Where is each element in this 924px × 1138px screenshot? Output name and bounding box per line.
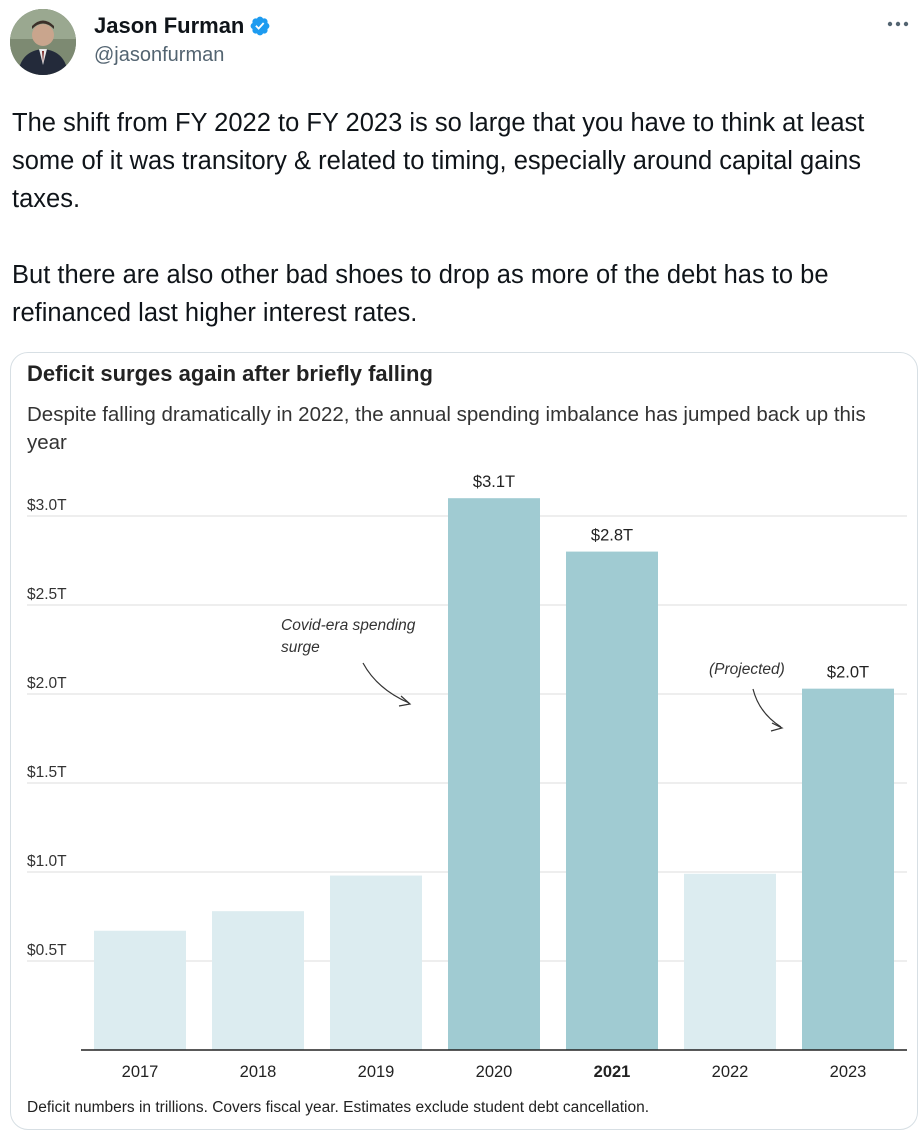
data-label: $2.8T	[591, 527, 633, 545]
y-tick-label: $2.5T	[27, 586, 67, 603]
bar-2017	[94, 930, 186, 1050]
chart-title: Deficit surges again after briefly falli…	[27, 361, 433, 386]
x-tick-label: 2023	[830, 1063, 867, 1081]
annotation-text: surge	[281, 639, 320, 656]
author-name[interactable]: Jason Furman	[94, 13, 245, 38]
bar-2021	[566, 551, 658, 1050]
annotation-arrowhead	[770, 722, 784, 732]
y-tick-label: $0.5T	[27, 942, 67, 959]
chart-note: Deficit numbers in trillions. Covers fis…	[27, 1099, 650, 1116]
annotation-text: Covid-era spending	[281, 617, 416, 634]
x-tick-label: 2019	[358, 1063, 395, 1081]
avatar[interactable]	[10, 9, 76, 75]
bar-2019	[330, 875, 422, 1050]
annotation-arrow	[752, 688, 782, 728]
annotation-arrow	[362, 662, 410, 704]
tweet-paragraph: But there are also other bad shoes to dr…	[12, 261, 829, 327]
name-row: Jason Furman	[94, 12, 271, 40]
author-block: Jason Furman @jasonfurman	[94, 12, 271, 67]
bar-2020	[448, 498, 540, 1050]
y-tick-label: $1.0T	[27, 853, 67, 870]
more-options-icon[interactable]	[882, 8, 914, 40]
tweet-text: The shift from FY 2022 to FY 2023 is so …	[12, 104, 912, 332]
y-tick-label: $1.5T	[27, 764, 67, 781]
data-label: $3.1T	[473, 473, 515, 491]
x-tick-label: 2017	[122, 1063, 159, 1081]
bar-chart: $0.5T $1.0T $1.5T $2.0T $2.5T $3.0T 2017 2018 20…	[27, 473, 907, 1081]
chart-subtitle: Despite falling dramatically in 2022, th…	[27, 403, 866, 454]
y-tick-label: $3.0T	[27, 497, 67, 514]
data-label: $2.0T	[827, 664, 869, 682]
annotation-text: (Projected)	[709, 661, 785, 678]
annotation-arrowhead	[398, 695, 412, 707]
media-card[interactable]: Deficit surges again after briefly falli…	[10, 352, 918, 1130]
bar-2023	[802, 688, 894, 1050]
verified-badge-icon[interactable]	[249, 15, 271, 37]
x-tick-label: 2020	[476, 1063, 513, 1081]
x-tick-label: 2022	[712, 1063, 749, 1081]
tweet-paragraph: The shift from FY 2022 to FY 2023 is so …	[12, 109, 865, 213]
avatar-photo	[10, 9, 76, 75]
x-tick-label: 2018	[240, 1063, 277, 1081]
bar-2022	[684, 873, 776, 1050]
x-tick-label: 2021	[594, 1063, 631, 1081]
author-handle[interactable]: @jasonfurman	[94, 44, 225, 66]
y-tick-label: $2.0T	[27, 675, 67, 692]
bar-2018	[212, 911, 304, 1050]
